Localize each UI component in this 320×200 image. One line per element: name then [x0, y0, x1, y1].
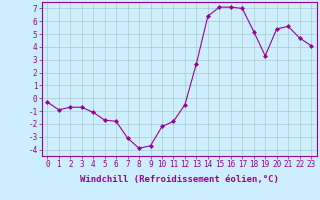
X-axis label: Windchill (Refroidissement éolien,°C): Windchill (Refroidissement éolien,°C) — [80, 175, 279, 184]
